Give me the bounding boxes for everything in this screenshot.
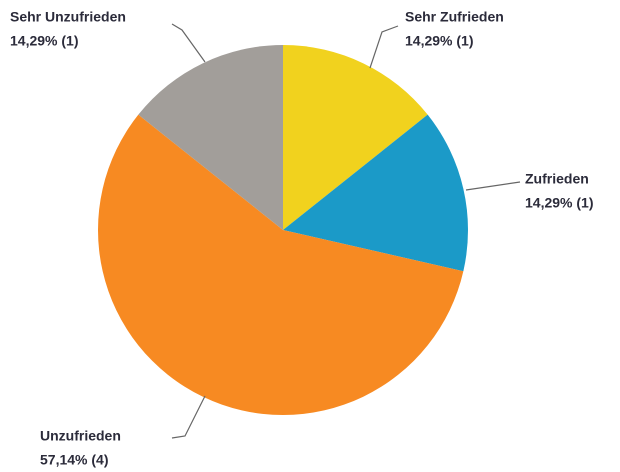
pie-slice <box>138 45 283 230</box>
slice-label: Sehr Unzufrieden <box>10 9 126 25</box>
slice-label: Unzufrieden <box>40 428 121 444</box>
labels: Sehr Zufrieden 14,29% (1) Zufrieden 14,29% … <box>10 9 593 468</box>
slice-value-label: 57,14% (4) <box>40 452 108 468</box>
slice-value-label: 14,29% (1) <box>405 33 473 49</box>
slice-value-label: 14,29% (1) <box>10 33 78 49</box>
leader-line <box>171 395 206 439</box>
leader-line <box>465 181 521 191</box>
pie-slice <box>283 45 428 230</box>
leader-line <box>369 25 399 69</box>
slice-label: Sehr Zufrieden <box>405 9 504 25</box>
pie-slice <box>283 114 468 272</box>
pie-slice <box>97 114 464 415</box>
slice-value-label: 14,29% (1) <box>525 195 593 211</box>
leader-line <box>171 23 206 63</box>
pie <box>97 45 468 415</box>
slice-label: Zufrieden <box>525 171 589 187</box>
